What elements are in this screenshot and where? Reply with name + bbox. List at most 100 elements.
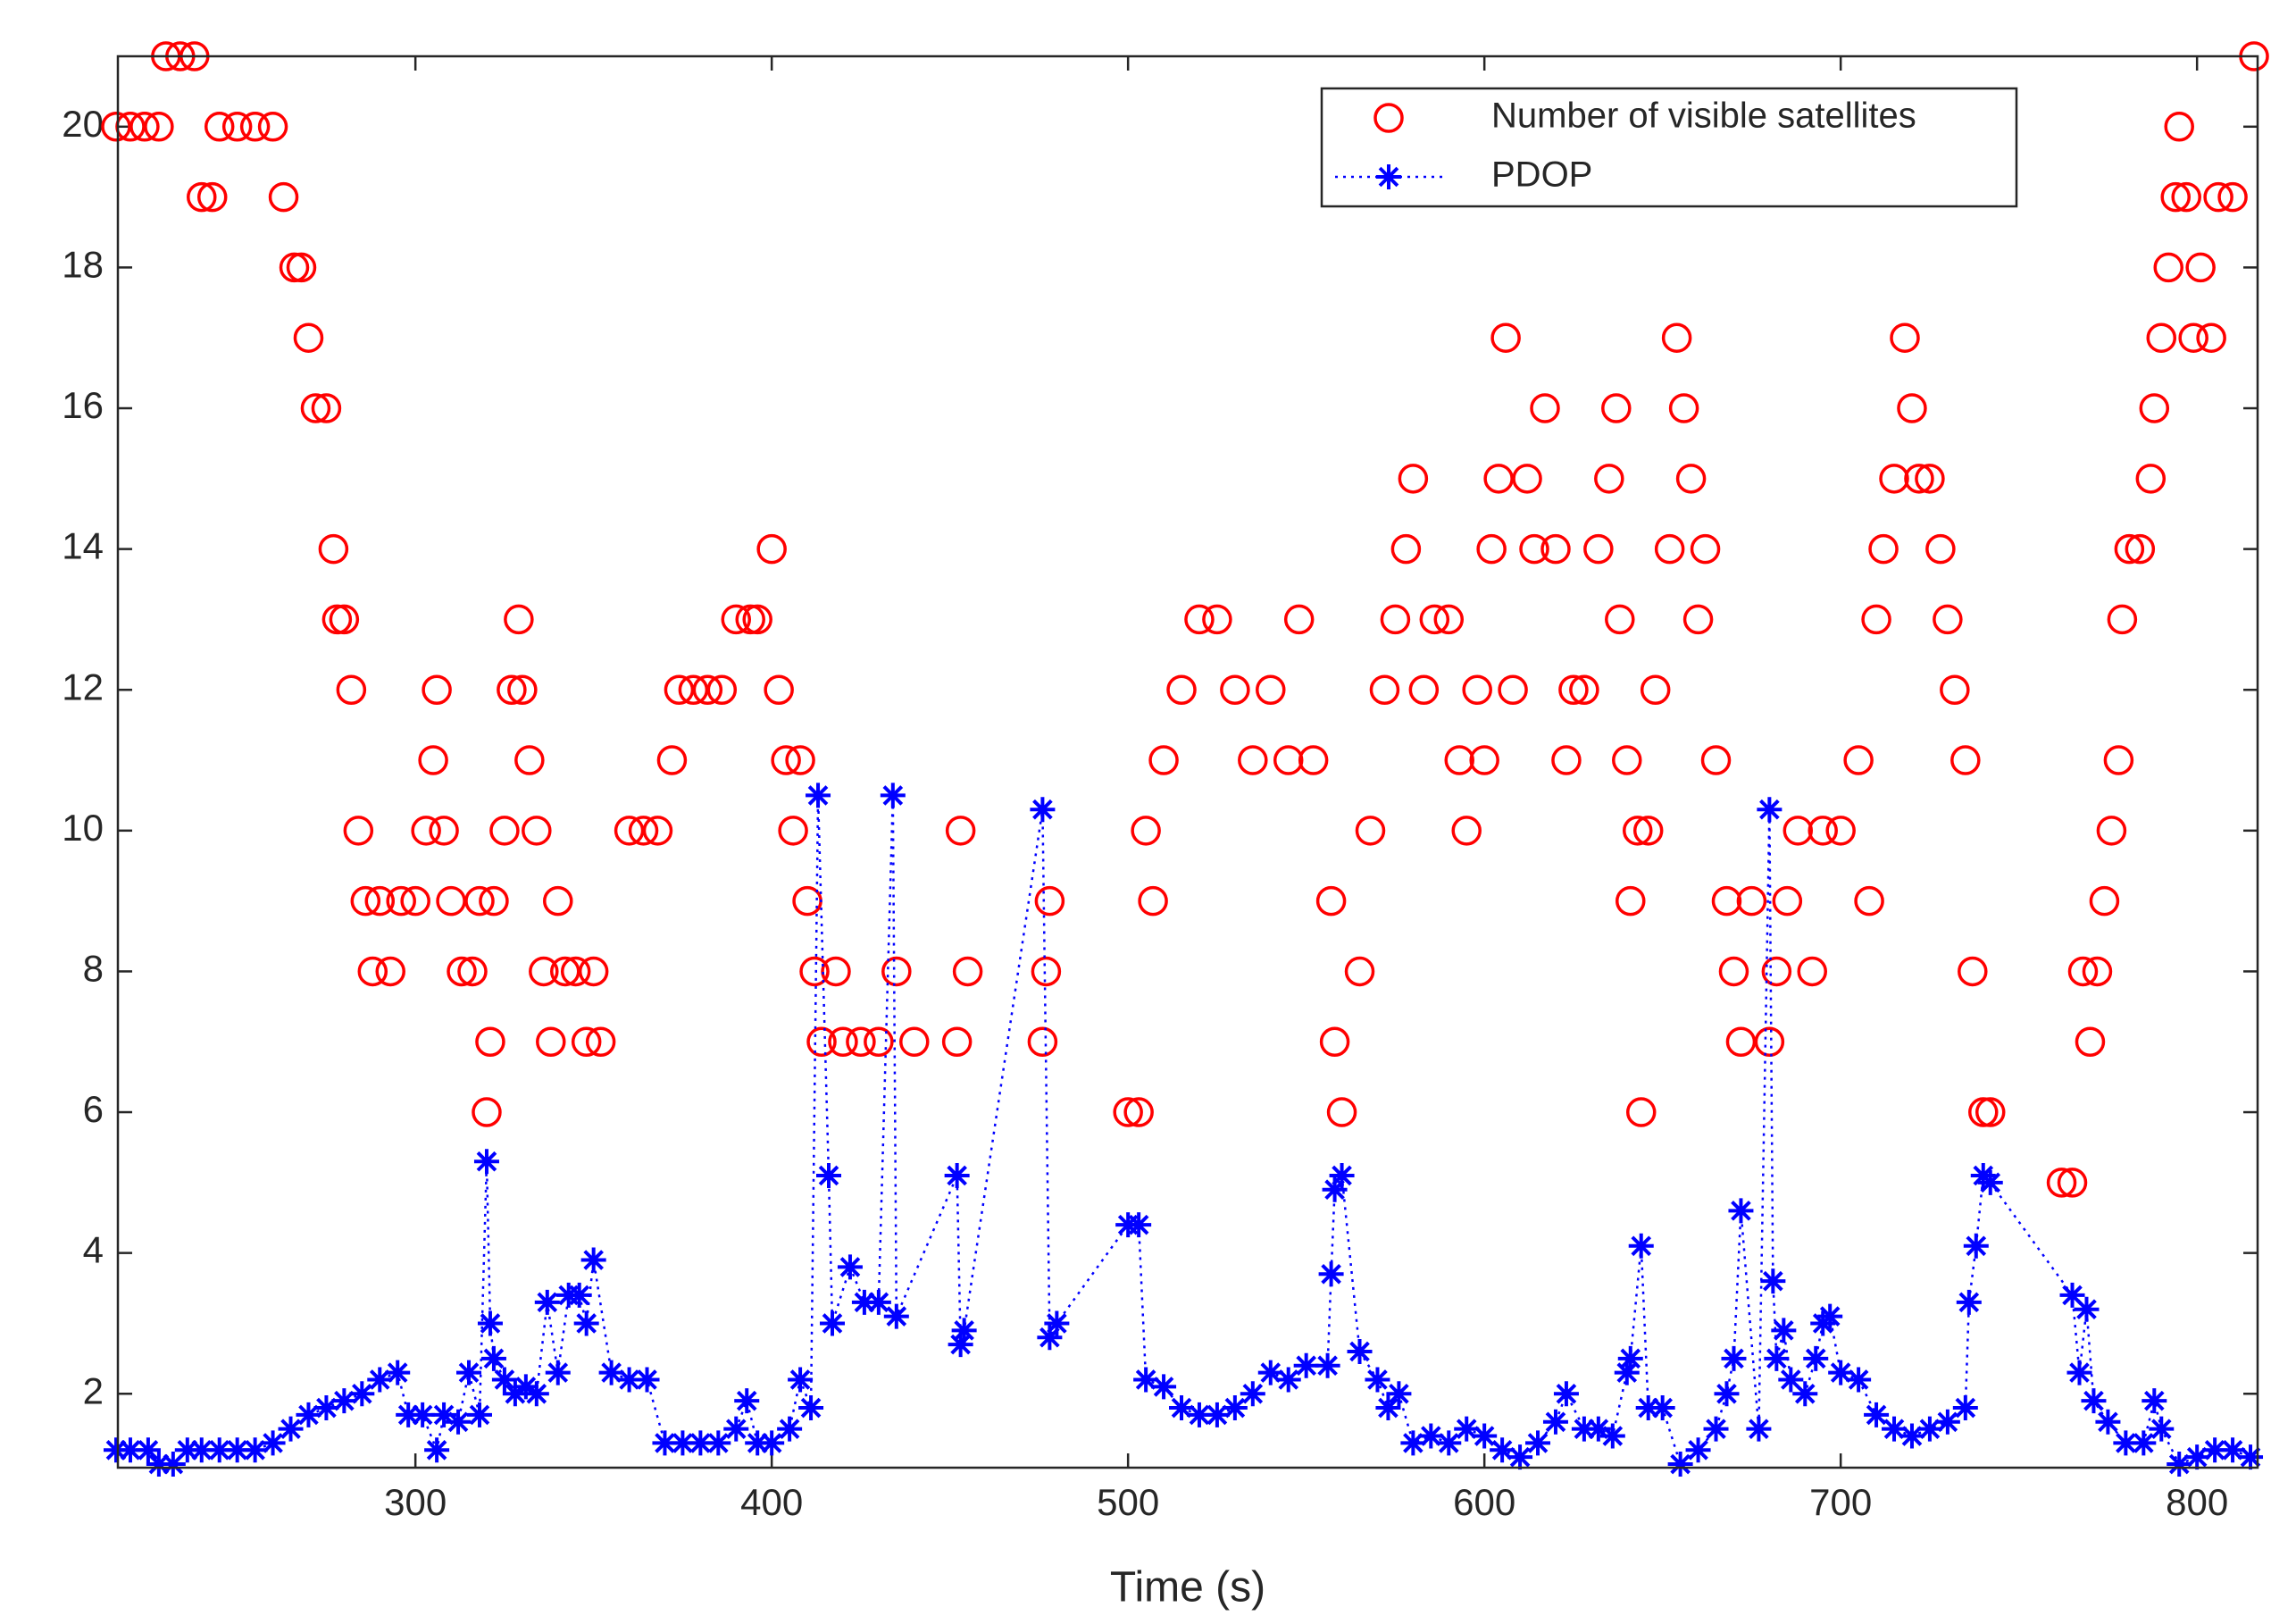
circle-marker	[756, 533, 787, 565]
circle-marker	[656, 745, 688, 775]
circle-marker	[1797, 956, 1827, 987]
star-marker	[1864, 1402, 1890, 1427]
y-tick-label: 16	[62, 384, 104, 426]
circle-marker	[1890, 322, 1920, 353]
star-marker	[545, 1360, 571, 1385]
star-marker	[160, 1452, 186, 1478]
star-marker	[278, 1416, 304, 1442]
circle-marker	[1298, 745, 1329, 775]
star-marker	[1315, 1352, 1340, 1378]
circle-marker	[1700, 745, 1732, 775]
circle-marker	[464, 885, 495, 917]
circle-marker	[1612, 745, 1642, 775]
circle-marker	[692, 674, 723, 705]
circle-marker	[1754, 1026, 1785, 1057]
star-marker	[745, 1430, 771, 1456]
star-marker	[446, 1409, 472, 1435]
star-marker	[2142, 1388, 2167, 1414]
star-marker	[188, 1437, 214, 1463]
circle-marker	[2107, 604, 2138, 635]
circle-marker	[386, 885, 416, 917]
circle-marker	[1123, 1097, 1154, 1127]
circle-marker	[329, 604, 360, 635]
star-marker	[883, 1303, 909, 1329]
circle-marker	[764, 674, 794, 705]
star-marker	[652, 1430, 678, 1456]
circle-marker	[1273, 745, 1304, 775]
circle-marker	[1530, 393, 1560, 423]
circle-marker	[489, 816, 520, 846]
circle-marker	[1640, 674, 1671, 705]
circle-marker	[2089, 885, 2120, 917]
star-marker	[466, 1402, 492, 1427]
circle-marker	[1718, 956, 1749, 987]
star-marker	[1703, 1416, 1729, 1442]
circle-marker	[1319, 1026, 1350, 1057]
circle-marker	[543, 885, 573, 917]
star-marker	[174, 1437, 200, 1463]
circle-marker	[721, 604, 752, 635]
circle-marker	[436, 885, 466, 917]
circle-marker	[2217, 181, 2248, 213]
star-marker	[1386, 1381, 1412, 1407]
star-marker	[1257, 1360, 1283, 1385]
x-tick-label: 700	[1809, 1481, 1872, 1523]
circle-marker	[400, 885, 430, 917]
circle-marker	[1879, 464, 1909, 494]
circle-marker	[1675, 464, 1707, 494]
circle-marker	[1512, 464, 1542, 494]
circle-marker	[1166, 674, 1197, 705]
circle-marker	[1462, 674, 1492, 705]
circle-marker	[1469, 745, 1499, 775]
circle-marker	[1419, 604, 1450, 635]
circle-marker	[1184, 604, 1215, 635]
circle-marker	[1933, 604, 1963, 635]
star-marker	[2149, 1416, 2175, 1442]
star-marker	[616, 1367, 642, 1393]
star-marker	[1318, 1261, 1344, 1287]
circle-marker	[1808, 816, 1838, 846]
plot-area	[118, 56, 2258, 1468]
circle-marker	[1398, 464, 1429, 494]
circle-marker	[221, 112, 253, 142]
circle-marker	[1034, 885, 1065, 917]
star-marker	[1204, 1402, 1230, 1427]
circle-marker	[881, 956, 912, 987]
circle-marker	[2096, 816, 2127, 846]
star-marker	[851, 1289, 877, 1315]
star-marker	[880, 783, 906, 808]
star-marker	[242, 1437, 268, 1463]
star-marker	[1133, 1367, 1159, 1393]
star-marker	[1614, 1360, 1640, 1385]
star-marker	[1714, 1381, 1740, 1407]
circle-marker	[1761, 956, 1792, 987]
y-tick-label: 18	[62, 244, 104, 286]
star-marker	[1375, 1395, 1401, 1421]
star-marker	[806, 783, 831, 808]
circle-marker	[1451, 816, 1482, 846]
circle-marker	[1551, 745, 1582, 775]
circle-marker	[1950, 745, 1981, 775]
star-marker	[2066, 1360, 2092, 1385]
circle-marker	[1220, 674, 1250, 705]
circle-marker	[799, 956, 830, 987]
circle-marker	[706, 674, 738, 705]
star-marker	[2095, 1409, 2121, 1435]
star-marker	[2220, 1437, 2246, 1463]
star-marker	[135, 1437, 161, 1463]
star-marker	[951, 1318, 977, 1344]
star-marker	[1977, 1169, 2003, 1195]
star-marker	[1169, 1395, 1195, 1421]
circle-marker	[507, 674, 538, 705]
star-marker	[2081, 1388, 2107, 1414]
circle-marker	[300, 393, 331, 423]
circle-marker	[1583, 533, 1614, 565]
circle-marker	[2114, 533, 2145, 565]
star-marker	[1400, 1430, 1426, 1456]
star-marker	[410, 1402, 436, 1427]
circle-marker	[429, 816, 459, 846]
star-marker	[117, 1437, 143, 1463]
circle-marker	[101, 112, 131, 142]
circle-marker	[504, 604, 534, 635]
